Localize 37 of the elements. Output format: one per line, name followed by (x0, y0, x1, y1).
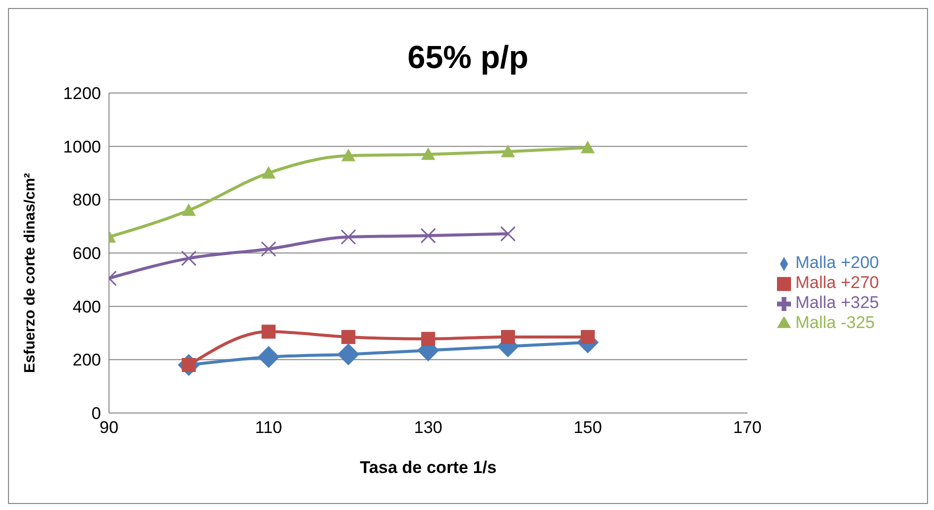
legend-label: Malla -325 (795, 313, 875, 332)
point (421, 332, 436, 346)
point (580, 330, 595, 344)
point (260, 241, 276, 257)
y-tick-label: 1000 (63, 137, 101, 156)
point (182, 203, 196, 216)
point (262, 324, 276, 339)
point (341, 148, 356, 162)
point (340, 229, 356, 245)
legend-label: Malla +325 (795, 293, 879, 312)
x-tick-label: 110 (255, 418, 282, 438)
x-tick-label: 150 (574, 418, 602, 438)
x-tick-label: 90 (100, 418, 118, 438)
y-tick-label: 400 (72, 297, 101, 316)
chart-title: 65% p/p (406, 39, 530, 77)
y-tick-label: 800 (72, 190, 101, 210)
y-tick-label: 600 (72, 244, 101, 264)
y-tick-label: 200 (72, 350, 101, 370)
point (181, 250, 197, 266)
point (337, 343, 360, 366)
legend-label: Malla +200 (795, 253, 879, 272)
point (420, 228, 436, 244)
point (421, 147, 436, 160)
point (262, 166, 276, 179)
point (500, 144, 515, 158)
point (341, 330, 356, 344)
y-axis-title: Esfuerzo de corte dinas/cm² (21, 172, 38, 373)
point (500, 226, 516, 242)
point (580, 140, 595, 154)
y-tick-label: 0 (92, 404, 101, 424)
x-axis-title: Tasa de corte 1/s (360, 458, 497, 477)
x-tick-label: 170 (733, 418, 762, 438)
legend-label: Malla +270 (795, 273, 879, 292)
point (500, 330, 515, 344)
y-tick-label: 1200 (63, 84, 101, 104)
point (258, 346, 280, 368)
x-tick-label: 130 (414, 418, 442, 438)
